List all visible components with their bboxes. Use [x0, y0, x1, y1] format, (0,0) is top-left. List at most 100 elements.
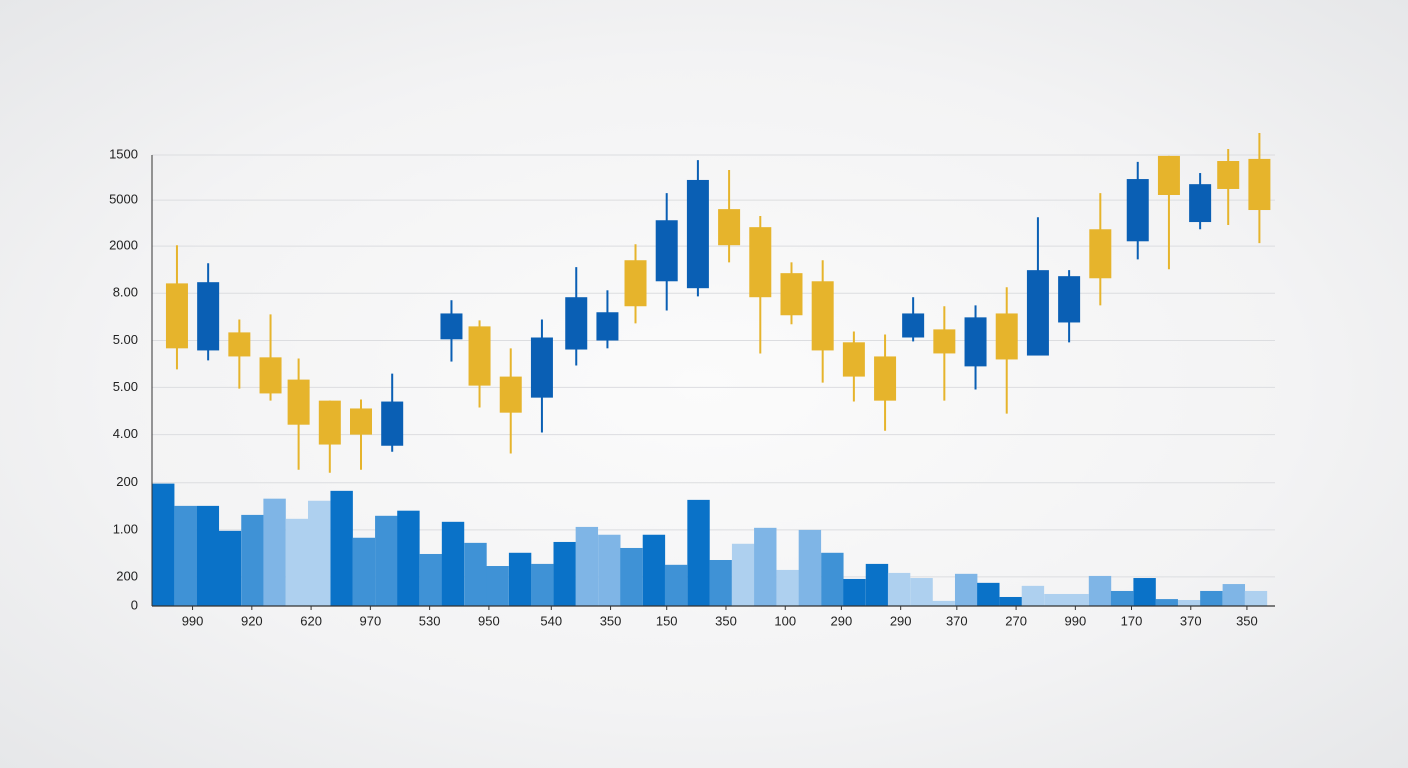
- x-tick-label: 290: [890, 613, 912, 628]
- candle-body: [350, 408, 373, 435]
- x-tick-label: 370: [1180, 613, 1202, 628]
- candle-body: [1026, 270, 1049, 356]
- y-tick-label: 1.00: [113, 521, 138, 536]
- candle-body: [686, 179, 709, 289]
- volume-bar: [308, 500, 331, 606]
- volume-bar: [731, 543, 755, 606]
- volume-bar: [887, 572, 911, 606]
- volume-bar: [263, 498, 286, 606]
- x-tick-label: 990: [1065, 613, 1087, 628]
- x-tick-label: 370: [946, 613, 968, 628]
- candle-body: [565, 297, 588, 350]
- volume-bar: [709, 559, 732, 606]
- candle-body: [440, 313, 463, 340]
- volume-bar: [441, 521, 465, 606]
- volume-bar: [843, 578, 866, 606]
- volume-bar: [1110, 590, 1134, 606]
- volume-bar: [754, 527, 777, 606]
- volume-bar: [865, 563, 889, 606]
- candle-body: [749, 227, 772, 298]
- y-tick-label: 5.00: [113, 379, 138, 394]
- volume-bar: [999, 596, 1022, 606]
- candle-body: [1217, 161, 1240, 189]
- volume-bar: [1066, 593, 1089, 606]
- volume-bar: [174, 505, 197, 606]
- candle-body: [197, 282, 220, 351]
- volume-bar: [419, 553, 443, 606]
- volume-bar: [598, 534, 621, 606]
- volume-bar: [531, 563, 554, 606]
- y-tick-label: 8.00: [113, 285, 138, 300]
- x-tick-label: 350: [600, 613, 622, 628]
- y-tick-label: 200: [116, 568, 138, 583]
- candle-body: [165, 283, 188, 349]
- candle-body: [780, 273, 803, 316]
- candle-body: [381, 401, 404, 446]
- volume-bar: [486, 566, 509, 606]
- candle-body: [902, 313, 925, 338]
- candle-body: [874, 356, 897, 401]
- candle-body: [933, 329, 956, 354]
- x-tick-label: 530: [419, 613, 441, 628]
- candle-body: [964, 317, 987, 367]
- volume-bar: [910, 578, 933, 606]
- volume-bar: [375, 515, 398, 606]
- volume-bar: [1222, 584, 1246, 606]
- volume-bar: [196, 505, 220, 606]
- volume-bar: [285, 518, 309, 606]
- volume-bar: [932, 600, 955, 606]
- x-tick-label: 350: [715, 613, 737, 628]
- x-tick-label: 620: [300, 613, 322, 628]
- volume-bar: [821, 552, 844, 606]
- volume-bar: [464, 542, 487, 606]
- x-tick-label: 350: [1236, 613, 1258, 628]
- x-tick-label: 970: [360, 613, 382, 628]
- volume-bar: [575, 526, 599, 606]
- y-tick-label: 5000: [109, 192, 138, 207]
- candle-body: [1089, 229, 1112, 279]
- x-tick-label: 990: [182, 613, 204, 628]
- volume-bar: [553, 541, 576, 606]
- x-tick-label: 540: [540, 613, 562, 628]
- candle-body: [318, 400, 341, 445]
- volume-bar: [776, 569, 799, 606]
- y-tick-label: 4.00: [113, 426, 138, 441]
- volume-bar: [954, 573, 978, 606]
- candle-body: [259, 357, 282, 394]
- candle-body: [287, 379, 310, 425]
- x-tick-label: 270: [1005, 613, 1027, 628]
- volume-bar: [330, 490, 353, 606]
- volume-bar: [1021, 585, 1045, 606]
- volume-bar: [1178, 599, 1201, 606]
- candle-body: [1189, 184, 1212, 223]
- x-tick-label: 290: [831, 613, 853, 628]
- candle-body: [624, 260, 647, 307]
- candle-body: [228, 332, 251, 357]
- candle-body: [1248, 158, 1271, 211]
- candle-body: [655, 220, 678, 282]
- volume-bar: [1133, 578, 1156, 606]
- volume-bar: [642, 534, 666, 606]
- volume-bar: [1244, 590, 1268, 606]
- candle-body: [995, 313, 1018, 360]
- volume-bar: [977, 582, 1000, 606]
- candle-body: [842, 342, 865, 377]
- volume-bar: [1044, 593, 1067, 606]
- volume-bar: [620, 547, 643, 606]
- volume-bar: [1200, 590, 1223, 606]
- volume-bar: [352, 537, 376, 606]
- volume-bar: [508, 552, 532, 606]
- candle-body: [499, 376, 522, 413]
- volume-bar: [218, 530, 242, 606]
- y-tick-label: 200: [116, 474, 138, 489]
- x-tick-label: 100: [774, 613, 796, 628]
- y-tick-label: 0: [131, 597, 138, 612]
- x-tick-label: 950: [478, 613, 500, 628]
- volume-bar: [798, 529, 822, 606]
- candle-body: [1126, 179, 1149, 242]
- candle-body: [530, 337, 553, 398]
- x-tick-label: 920: [241, 613, 263, 628]
- volume-bar: [687, 499, 710, 606]
